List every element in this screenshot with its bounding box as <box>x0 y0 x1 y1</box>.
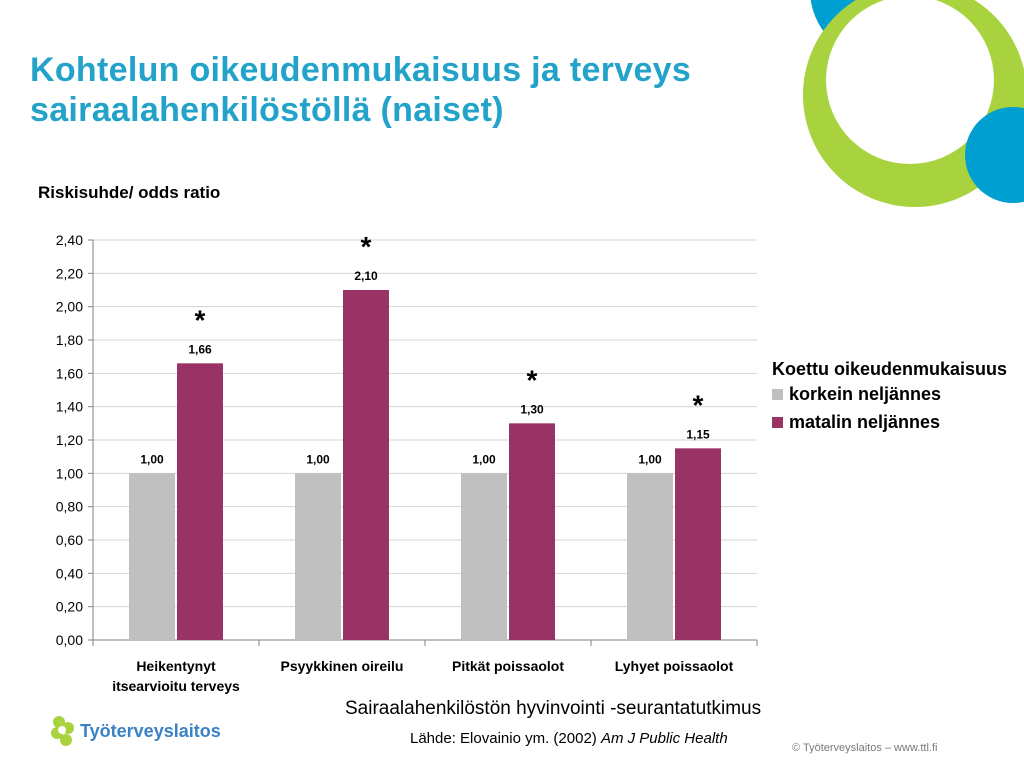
y-tick-label: 1,80 <box>56 332 83 348</box>
logo-text: Työterveyslaitos <box>80 720 221 741</box>
legend-item-korkein: korkein neljännes <box>772 380 1012 408</box>
deco-circle-white <box>826 0 994 164</box>
x-category-label: Psyykkinen oireilu <box>259 656 425 676</box>
source-prefix: Lähde: Elovainio ym. (2002) <box>410 730 601 747</box>
bar-matalin <box>177 363 223 640</box>
y-tick-label: 0,60 <box>56 532 83 548</box>
bar-korkein <box>627 473 673 640</box>
x-category-label-line: Lyhyet poissaolot <box>614 658 734 674</box>
x-category-label-line: itsearvioitu terveys <box>112 678 240 694</box>
y-tick-label: 1,20 <box>56 432 83 448</box>
bar-korkein <box>129 473 175 640</box>
y-tick-label: 1,40 <box>56 399 83 415</box>
x-category-label: Pitkät poissaolot <box>425 656 591 676</box>
legend-item-matalin: matalin neljännes <box>772 408 1012 436</box>
y-tick-label: 0,40 <box>56 565 83 581</box>
legend-swatch-korkein <box>772 388 783 400</box>
y-tick-label: 2,40 <box>56 232 83 248</box>
deco-circle-blue <box>965 107 1024 203</box>
ttl-logo: Työterveyslaitos <box>48 714 221 748</box>
bar-matalin <box>675 448 721 640</box>
copyright-text: © Työterveyslaitos – www.ttl.fi <box>792 742 938 754</box>
study-name: Sairaalahenkilöstön hyvinvointi -seurant… <box>345 698 762 719</box>
legend-label-korkein: korkein neljännes <box>789 384 942 404</box>
y-tick-label: 0,80 <box>56 499 83 515</box>
x-category-label-line: Pitkät poissaolot <box>451 658 565 674</box>
slide-title: Kohtelun oikeudenmukaisuus ja terveys sa… <box>30 50 691 130</box>
significance-star: * <box>361 231 372 262</box>
data-label-korkein: 1,00 <box>140 452 164 466</box>
source-citation: Lähde: Elovainio ym. (2002) Am J Public … <box>410 730 728 747</box>
significance-star: * <box>693 389 704 420</box>
data-label-korkein: 1,00 <box>306 452 330 466</box>
x-category-label: Heikentynyt itsearvioitu terveys <box>93 656 259 696</box>
x-category-label-line: Heikentynyt <box>136 658 216 674</box>
significance-star: * <box>527 364 538 395</box>
data-label-matalin: 2,10 <box>354 269 378 283</box>
x-category-label: Lyhyet poissaolot <box>591 656 757 676</box>
data-label-korkein: 1,00 <box>638 452 662 466</box>
y-tick-label: 0,20 <box>56 599 83 615</box>
y-tick-label: 1,00 <box>56 465 83 481</box>
bar-korkein <box>295 473 341 640</box>
ttl-logo-mark <box>51 716 74 746</box>
y-axis-title: Riskisuhde/ odds ratio <box>38 183 220 202</box>
slide-title-line-2: sairaalahenkilöstöllä (naiset) <box>30 91 504 129</box>
legend-label-matalin: matalin neljännes <box>789 412 941 432</box>
legend-swatch-matalin <box>772 416 783 428</box>
source-journal: Am J Public Health <box>600 730 728 747</box>
data-label-matalin: 1,15 <box>686 427 710 441</box>
significance-star: * <box>195 304 206 335</box>
data-label-matalin: 1,30 <box>520 402 544 416</box>
data-label-korkein: 1,00 <box>472 452 496 466</box>
data-label-matalin: 1,66 <box>188 342 212 356</box>
x-category-label-line: Psyykkinen oireilu <box>280 658 404 674</box>
bar-korkein <box>461 473 507 640</box>
legend-title: Koettu oikeudenmukaisuus <box>772 359 1008 379</box>
slide-title-line-1: Kohtelun oikeudenmukaisuus ja terveys <box>30 51 692 89</box>
y-tick-label: 1,60 <box>56 365 83 381</box>
y-tick-label: 2,00 <box>56 299 83 315</box>
bar-matalin <box>509 423 555 640</box>
y-tick-label: 0,00 <box>56 632 83 648</box>
y-tick-label: 2,20 <box>56 265 83 281</box>
chart-legend: Koettu oikeudenmukaisuus korkein neljänn… <box>772 358 1012 436</box>
bar-matalin <box>343 290 389 640</box>
